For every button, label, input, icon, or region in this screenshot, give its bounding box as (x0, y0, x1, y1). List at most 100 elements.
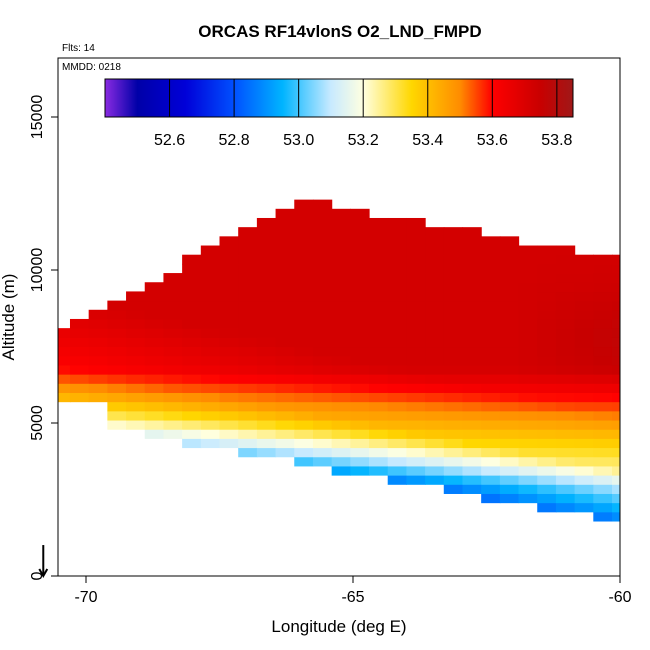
heatmap-cell-228 (275, 328, 295, 338)
heatmap-cell-621 (537, 456, 557, 467)
heatmap-cell-371 (369, 346, 389, 357)
heatmap-cell-178 (238, 318, 258, 329)
heatmap-cell-334 (350, 419, 370, 430)
heatmap-cell-0 (33, 392, 52, 402)
heatmap-cell-695 (574, 309, 594, 320)
heatmap-cell-164 (238, 447, 258, 458)
heatmap-cell-567 (499, 419, 520, 430)
heatmap-cell-778 (631, 356, 650, 366)
heatmap-cell-741 (611, 419, 620, 430)
heatmap-cell-578 (499, 318, 520, 329)
heatmap-cell-349 (350, 282, 370, 293)
heatmap-cell-645 (555, 502, 576, 513)
heatmap-cell-34 (107, 419, 127, 430)
heatmap-cell-490 (443, 318, 464, 329)
heatmap-cell-582 (499, 282, 520, 293)
heatmap-cell-405 (387, 300, 407, 311)
heatmap-cell-6 (33, 337, 52, 347)
heatmap-cell-708 (593, 456, 613, 467)
heatmap-cell-356 (350, 217, 370, 228)
heatmap-cell-56 (126, 346, 146, 357)
heatmap-cell-28 (88, 355, 108, 366)
heatmap-cell-219 (275, 410, 295, 421)
heatmap-cell-321 (331, 273, 351, 283)
heatmap-cell-67 (144, 392, 165, 403)
heatmap-cell-107 (182, 355, 202, 366)
heatmap-cell-537 (481, 429, 501, 439)
heatmap-cell-412 (387, 236, 407, 247)
colorbar-ticks: 52.6 52.8 53.0 53.2 53.4 53.6 53.8 (154, 79, 573, 149)
heatmap-cell-704 (593, 493, 613, 504)
heatmap-cell-204 (256, 309, 277, 320)
heatmap-cell-212 (256, 236, 277, 247)
heatmap-cell-159 (219, 273, 239, 283)
heatmap-cell-699 (574, 273, 594, 283)
heatmap-cell-689 (574, 364, 594, 375)
heatmap-cell-583 (499, 273, 520, 283)
heatmap-cell-463 (425, 300, 445, 311)
heatmap-cell-91 (163, 328, 183, 338)
heatmap-cell-425 (406, 383, 426, 393)
heatmap-cell-415 (406, 475, 426, 485)
heatmap-cell-614 (518, 254, 538, 265)
heatmap-cell-180 (238, 300, 258, 311)
heatmap-cell-17 (69, 374, 90, 384)
heatmap-cell-730 (593, 254, 613, 265)
heatmap-cell-493 (443, 291, 464, 302)
heatmap-cell-251 (294, 374, 314, 384)
heatmap-cell-126 (200, 374, 221, 384)
heatmap-cell-465 (425, 282, 445, 293)
heatmap-cell-375 (369, 309, 389, 320)
heatmap-cell-25 (88, 383, 108, 393)
heatmap-cell-45 (107, 318, 127, 329)
heatmap-cell-444 (425, 475, 445, 485)
heatmap-cell-646 (555, 493, 576, 504)
heatmap-cell-672 (555, 254, 576, 265)
heatmap-cell-99 (182, 429, 202, 439)
heatmap-cell-760 (631, 521, 650, 531)
heatmap-cell-396 (387, 383, 407, 393)
heatmap-cell-427 (406, 364, 426, 375)
heatmap-cell-158 (219, 282, 239, 293)
heatmap-cell-522 (462, 291, 482, 302)
heatmap-cell-317 (331, 309, 351, 320)
heatmap-cell-446 (425, 456, 445, 467)
heatmap-cell-382 (369, 245, 389, 256)
heatmap-cell-723 (593, 318, 613, 329)
heatmap-cell-565 (499, 438, 520, 449)
heatmap-cell-124 (200, 392, 221, 403)
heatmap-cell-261 (294, 282, 314, 293)
heatmap-cell-746 (611, 374, 620, 384)
heatmap-cell-172 (238, 374, 258, 384)
heatmap-cell-770 (631, 429, 650, 439)
heatmap-cell-110 (182, 328, 202, 338)
heatmap-cell-76 (144, 309, 165, 320)
heatmap-cell-445 (425, 465, 445, 476)
heatmap-cell-272 (312, 447, 333, 458)
heatmap-cell-666 (555, 309, 576, 320)
heatmap-cell-437 (406, 273, 426, 283)
heatmap-cell-680 (574, 447, 594, 458)
heatmap-cell-406 (387, 291, 407, 302)
heatmap-cell-783 (631, 310, 650, 320)
heatmap-cell-656 (555, 401, 576, 412)
heatmap-cell-149 (219, 364, 239, 375)
heatmap-cell-345 (350, 318, 370, 329)
heatmap-cell-90 (163, 337, 183, 348)
heatmap-cell-576 (499, 337, 520, 348)
heatmap-cell-507 (462, 429, 482, 439)
heatmap-cell-305 (331, 419, 351, 430)
heatmap-cell-506 (462, 438, 482, 449)
heatmap-cell-485 (443, 364, 464, 375)
heatmap-cell-106 (182, 364, 202, 375)
colorbar-bar (104, 78, 574, 118)
heatmap-cell-139 (200, 254, 221, 265)
heatmap-cell-785 (631, 291, 650, 301)
heatmap-cell-383 (369, 236, 389, 247)
heatmap-cell-700 (574, 263, 594, 274)
heatmap-cell-35 (107, 410, 127, 421)
heatmap-cell-320 (331, 282, 351, 293)
heatmap-cell-26 (88, 374, 108, 384)
heatmap-cell-607 (518, 318, 538, 329)
heatmap-cell-658 (555, 383, 576, 393)
